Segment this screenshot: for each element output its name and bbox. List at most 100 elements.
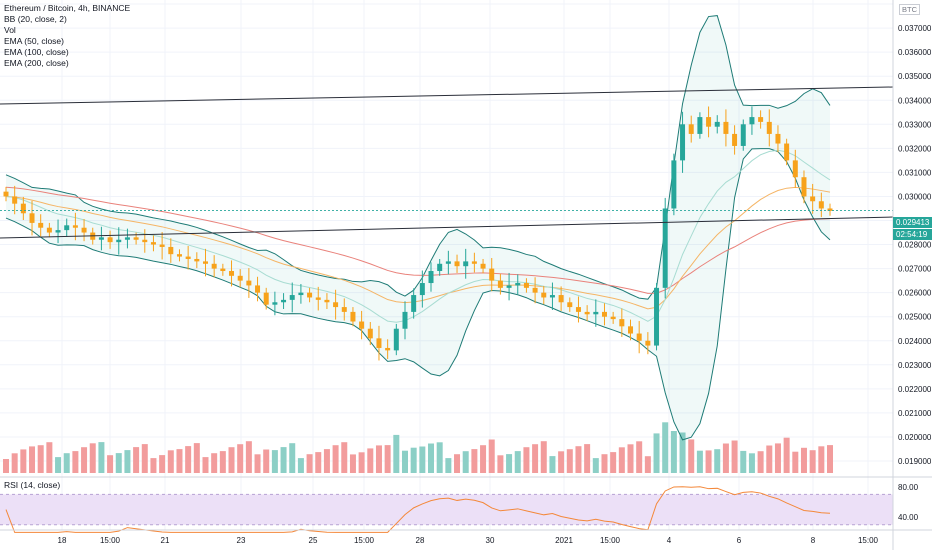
price-tick-label: 0.027000 [898, 265, 932, 274]
volume-bar [670, 431, 677, 473]
time-tick-label: 28 [416, 536, 425, 545]
candle-body [38, 222, 44, 228]
price-tick-label: 0.024000 [898, 337, 932, 346]
price-tick-label: 0.034000 [898, 96, 932, 105]
volume-bar [454, 454, 461, 473]
candle-body [185, 256, 191, 259]
candle-body [558, 295, 564, 303]
volume-bar [705, 450, 712, 473]
candle-body [324, 299, 330, 303]
volume-bar [202, 457, 209, 473]
volume-bar [566, 449, 573, 473]
candle-body [714, 121, 720, 127]
volume-bar [462, 451, 469, 473]
legend-ema50[interactable]: EMA (50, close) [4, 36, 64, 46]
time-tick-label: 23 [237, 536, 246, 545]
candle-body [749, 117, 755, 125]
candle-body [610, 316, 616, 320]
candle-body [584, 311, 590, 315]
legend-ema100[interactable]: EMA (100, close) [4, 47, 69, 57]
candle-body [480, 263, 486, 269]
price-tick-label: 0.037000 [898, 24, 932, 33]
candle-body [567, 302, 573, 308]
trend-lines[interactable] [0, 86, 894, 239]
volume-bar [549, 456, 556, 473]
candle-body [645, 340, 651, 346]
candle-body [628, 326, 634, 334]
candle-body [463, 261, 469, 267]
volume-bar [98, 442, 105, 473]
rsi-band [0, 493, 893, 526]
candle-body [593, 311, 599, 315]
candle-body [255, 285, 261, 293]
volume-bar [211, 453, 218, 473]
legend-title: Ethereum / Bitcoin, 4h, BINANCE [4, 3, 131, 13]
time-tick-label: 25 [309, 536, 318, 545]
volume-bar [488, 439, 495, 473]
candle-body [393, 328, 399, 351]
candle-body [697, 117, 703, 134]
volume-bar [740, 450, 747, 473]
candle-body [489, 268, 495, 281]
volume-bar [89, 443, 96, 473]
candle-body [12, 196, 18, 204]
candle-body [46, 227, 52, 233]
volume-bar [410, 447, 417, 473]
candle-body [359, 321, 365, 329]
volume-bar [150, 458, 157, 473]
volume-bar [601, 454, 608, 473]
volume-bar [46, 442, 53, 473]
volume-bar [575, 446, 582, 473]
volume-bar [393, 434, 400, 473]
candle-body [419, 283, 425, 296]
volume-bar [375, 445, 382, 473]
candle-body [211, 263, 217, 269]
candle-body [159, 244, 165, 247]
legend-ema200[interactable]: EMA (200, close) [4, 58, 69, 68]
volume-bar [384, 445, 391, 473]
volume-bar [540, 441, 547, 473]
volume-bar [237, 444, 244, 473]
volume-bar [748, 453, 755, 473]
price-tick-label: 0.030000 [898, 192, 932, 201]
volume-bar [115, 453, 122, 473]
price-axis-ticks: 0.019000 0.020000 0.021000 0.022000 0.023000… [898, 24, 932, 466]
candles [3, 106, 833, 361]
volume-bar [401, 450, 408, 473]
ema50-line [5, 149, 831, 323]
candle-body [367, 328, 373, 339]
volume-bar [523, 447, 530, 473]
candle-body [740, 124, 746, 146]
price-tick-label: 0.026000 [898, 289, 932, 298]
time-tick-label: 15:00 [100, 536, 121, 545]
volume-bar [271, 450, 278, 473]
candle-body [497, 280, 503, 288]
volume-bar [731, 440, 738, 473]
volume-bar [228, 447, 235, 473]
volume-bar [124, 450, 131, 473]
candle-body [333, 302, 339, 308]
volume-bar [349, 454, 356, 473]
volume-bar [809, 450, 816, 473]
legend-bb[interactable]: BB (20, close, 2) [4, 14, 67, 24]
candle-body [723, 121, 729, 134]
candle-body [766, 121, 772, 134]
volume-bar [445, 458, 452, 473]
candle-body [792, 160, 798, 178]
candle-body [515, 283, 521, 286]
candle-body [688, 124, 694, 134]
price-tick-label: 0.032000 [898, 144, 932, 153]
volume-bar [644, 456, 651, 473]
legend-vol[interactable]: Vol [4, 25, 16, 35]
candle-body [29, 213, 35, 223]
rsi-legend[interactable]: RSI (14, close) [4, 480, 61, 490]
candle-body [775, 133, 781, 144]
price-tick-label: 0.033000 [898, 120, 932, 129]
candle-body [220, 268, 226, 272]
price-tick-label: 0.019000 [898, 457, 932, 466]
volume-bar [419, 446, 426, 473]
candle-body [81, 227, 87, 233]
volume-bar [774, 443, 781, 473]
candle-body [133, 237, 139, 240]
